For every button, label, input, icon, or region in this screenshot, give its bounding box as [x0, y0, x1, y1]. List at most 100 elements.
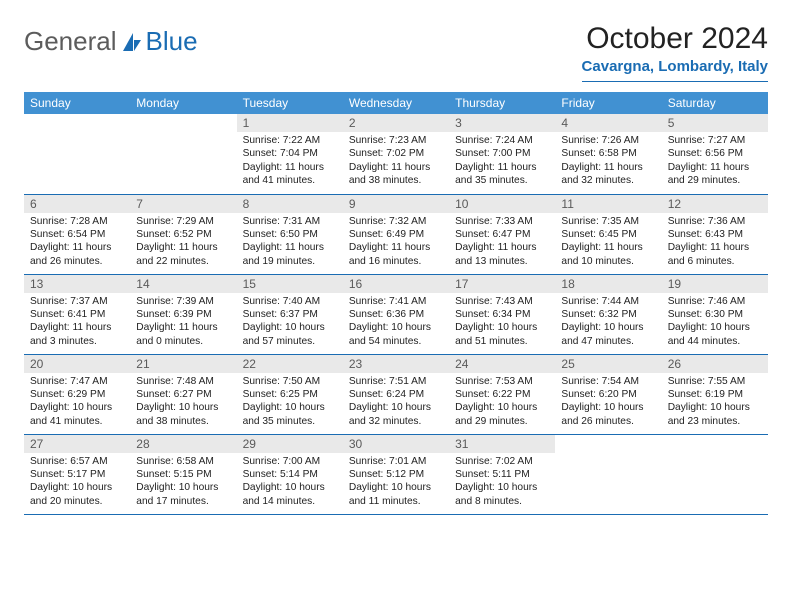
day-number: 28: [130, 435, 236, 453]
day-info: Sunrise: 7:22 AMSunset: 7:04 PMDaylight:…: [237, 132, 343, 192]
day-number: 13: [24, 275, 130, 293]
day-info: Sunrise: 7:39 AMSunset: 6:39 PMDaylight:…: [130, 293, 236, 353]
day-number: 22: [237, 355, 343, 373]
location-subtitle: Cavargna, Lombardy, Italy: [582, 58, 768, 75]
day-number: 24: [449, 355, 555, 373]
calendar-empty-cell: [555, 434, 661, 514]
day-number: 15: [237, 275, 343, 293]
weekday-header: Saturday: [662, 92, 768, 114]
calendar-day-cell: 11Sunrise: 7:35 AMSunset: 6:45 PMDayligh…: [555, 194, 661, 274]
day-info: Sunrise: 7:35 AMSunset: 6:45 PMDaylight:…: [555, 213, 661, 273]
day-info: Sunrise: 7:53 AMSunset: 6:22 PMDaylight:…: [449, 373, 555, 433]
calendar-week-row: 27Sunrise: 6:57 AMSunset: 5:17 PMDayligh…: [24, 434, 768, 514]
day-info: Sunrise: 7:48 AMSunset: 6:27 PMDaylight:…: [130, 373, 236, 433]
day-number: 25: [555, 355, 661, 373]
title-block: October 2024 Cavargna, Lombardy, Italy: [582, 22, 768, 82]
calendar-day-cell: 3Sunrise: 7:24 AMSunset: 7:00 PMDaylight…: [449, 114, 555, 194]
day-info: Sunrise: 7:43 AMSunset: 6:34 PMDaylight:…: [449, 293, 555, 353]
brand-word-2: Blue: [146, 26, 198, 57]
calendar-day-cell: 15Sunrise: 7:40 AMSunset: 6:37 PMDayligh…: [237, 274, 343, 354]
day-info: Sunrise: 7:47 AMSunset: 6:29 PMDaylight:…: [24, 373, 130, 433]
calendar-day-cell: 22Sunrise: 7:50 AMSunset: 6:25 PMDayligh…: [237, 354, 343, 434]
day-number: 31: [449, 435, 555, 453]
day-number: 30: [343, 435, 449, 453]
calendar-day-cell: 29Sunrise: 7:00 AMSunset: 5:14 PMDayligh…: [237, 434, 343, 514]
day-number: 11: [555, 195, 661, 213]
weekday-header: Sunday: [24, 92, 130, 114]
calendar-day-cell: 30Sunrise: 7:01 AMSunset: 5:12 PMDayligh…: [343, 434, 449, 514]
day-info: Sunrise: 7:44 AMSunset: 6:32 PMDaylight:…: [555, 293, 661, 353]
calendar-day-cell: 6Sunrise: 7:28 AMSunset: 6:54 PMDaylight…: [24, 194, 130, 274]
calendar-day-cell: 13Sunrise: 7:37 AMSunset: 6:41 PMDayligh…: [24, 274, 130, 354]
day-number: 8: [237, 195, 343, 213]
day-number: 7: [130, 195, 236, 213]
day-number: 29: [237, 435, 343, 453]
calendar-day-cell: 18Sunrise: 7:44 AMSunset: 6:32 PMDayligh…: [555, 274, 661, 354]
day-number: 21: [130, 355, 236, 373]
day-info: Sunrise: 7:37 AMSunset: 6:41 PMDaylight:…: [24, 293, 130, 353]
calendar-day-cell: 26Sunrise: 7:55 AMSunset: 6:19 PMDayligh…: [662, 354, 768, 434]
page-header: General Blue October 2024 Cavargna, Lomb…: [24, 22, 768, 82]
day-number: 10: [449, 195, 555, 213]
day-info: Sunrise: 7:01 AMSunset: 5:12 PMDaylight:…: [343, 453, 449, 513]
weekday-header: Friday: [555, 92, 661, 114]
calendar-empty-cell: [24, 114, 130, 194]
calendar-day-cell: 7Sunrise: 7:29 AMSunset: 6:52 PMDaylight…: [130, 194, 236, 274]
day-info: Sunrise: 7:24 AMSunset: 7:00 PMDaylight:…: [449, 132, 555, 192]
weekday-header: Wednesday: [343, 92, 449, 114]
day-info: Sunrise: 7:36 AMSunset: 6:43 PMDaylight:…: [662, 213, 768, 273]
calendar-empty-cell: [130, 114, 236, 194]
calendar-day-cell: 5Sunrise: 7:27 AMSunset: 6:56 PMDaylight…: [662, 114, 768, 194]
day-info: Sunrise: 7:27 AMSunset: 6:56 PMDaylight:…: [662, 132, 768, 192]
day-info: Sunrise: 7:00 AMSunset: 5:14 PMDaylight:…: [237, 453, 343, 513]
calendar-day-cell: 20Sunrise: 7:47 AMSunset: 6:29 PMDayligh…: [24, 354, 130, 434]
day-number: 4: [555, 114, 661, 132]
day-info: Sunrise: 6:58 AMSunset: 5:15 PMDaylight:…: [130, 453, 236, 513]
day-info: Sunrise: 7:41 AMSunset: 6:36 PMDaylight:…: [343, 293, 449, 353]
calendar-day-cell: 4Sunrise: 7:26 AMSunset: 6:58 PMDaylight…: [555, 114, 661, 194]
calendar-week-row: 1Sunrise: 7:22 AMSunset: 7:04 PMDaylight…: [24, 114, 768, 194]
calendar-day-cell: 9Sunrise: 7:32 AMSunset: 6:49 PMDaylight…: [343, 194, 449, 274]
day-info: Sunrise: 7:32 AMSunset: 6:49 PMDaylight:…: [343, 213, 449, 273]
day-number: 27: [24, 435, 130, 453]
day-info: Sunrise: 7:23 AMSunset: 7:02 PMDaylight:…: [343, 132, 449, 192]
day-number: 18: [555, 275, 661, 293]
day-number: 23: [343, 355, 449, 373]
calendar-day-cell: 25Sunrise: 7:54 AMSunset: 6:20 PMDayligh…: [555, 354, 661, 434]
day-number: 2: [343, 114, 449, 132]
day-number: 3: [449, 114, 555, 132]
calendar-day-cell: 10Sunrise: 7:33 AMSunset: 6:47 PMDayligh…: [449, 194, 555, 274]
day-info: Sunrise: 7:31 AMSunset: 6:50 PMDaylight:…: [237, 213, 343, 273]
calendar-day-cell: 12Sunrise: 7:36 AMSunset: 6:43 PMDayligh…: [662, 194, 768, 274]
calendar-body: 1Sunrise: 7:22 AMSunset: 7:04 PMDaylight…: [24, 114, 768, 514]
day-number: 6: [24, 195, 130, 213]
day-info: Sunrise: 7:54 AMSunset: 6:20 PMDaylight:…: [555, 373, 661, 433]
day-number: 16: [343, 275, 449, 293]
month-title: October 2024: [582, 22, 768, 56]
brand-word-1: General: [24, 26, 117, 57]
calendar-day-cell: 21Sunrise: 7:48 AMSunset: 6:27 PMDayligh…: [130, 354, 236, 434]
weekday-header: Thursday: [449, 92, 555, 114]
calendar-day-cell: 17Sunrise: 7:43 AMSunset: 6:34 PMDayligh…: [449, 274, 555, 354]
calendar-day-cell: 2Sunrise: 7:23 AMSunset: 7:02 PMDaylight…: [343, 114, 449, 194]
calendar-day-cell: 31Sunrise: 7:02 AMSunset: 5:11 PMDayligh…: [449, 434, 555, 514]
calendar-week-row: 6Sunrise: 7:28 AMSunset: 6:54 PMDaylight…: [24, 194, 768, 274]
day-info: Sunrise: 7:40 AMSunset: 6:37 PMDaylight:…: [237, 293, 343, 353]
calendar-day-cell: 28Sunrise: 6:58 AMSunset: 5:15 PMDayligh…: [130, 434, 236, 514]
day-info: Sunrise: 7:55 AMSunset: 6:19 PMDaylight:…: [662, 373, 768, 433]
calendar-head: SundayMondayTuesdayWednesdayThursdayFrid…: [24, 92, 768, 114]
day-info: Sunrise: 7:29 AMSunset: 6:52 PMDaylight:…: [130, 213, 236, 273]
day-info: Sunrise: 7:33 AMSunset: 6:47 PMDaylight:…: [449, 213, 555, 273]
calendar-week-row: 13Sunrise: 7:37 AMSunset: 6:41 PMDayligh…: [24, 274, 768, 354]
calendar-day-cell: 19Sunrise: 7:46 AMSunset: 6:30 PMDayligh…: [662, 274, 768, 354]
day-info: Sunrise: 6:57 AMSunset: 5:17 PMDaylight:…: [24, 453, 130, 513]
day-number: 19: [662, 275, 768, 293]
calendar-day-cell: 27Sunrise: 6:57 AMSunset: 5:17 PMDayligh…: [24, 434, 130, 514]
day-info: Sunrise: 7:50 AMSunset: 6:25 PMDaylight:…: [237, 373, 343, 433]
day-number: 9: [343, 195, 449, 213]
day-number: 14: [130, 275, 236, 293]
calendar-empty-cell: [662, 434, 768, 514]
weekday-header: Monday: [130, 92, 236, 114]
calendar-day-cell: 1Sunrise: 7:22 AMSunset: 7:04 PMDaylight…: [237, 114, 343, 194]
day-info: Sunrise: 7:26 AMSunset: 6:58 PMDaylight:…: [555, 132, 661, 192]
